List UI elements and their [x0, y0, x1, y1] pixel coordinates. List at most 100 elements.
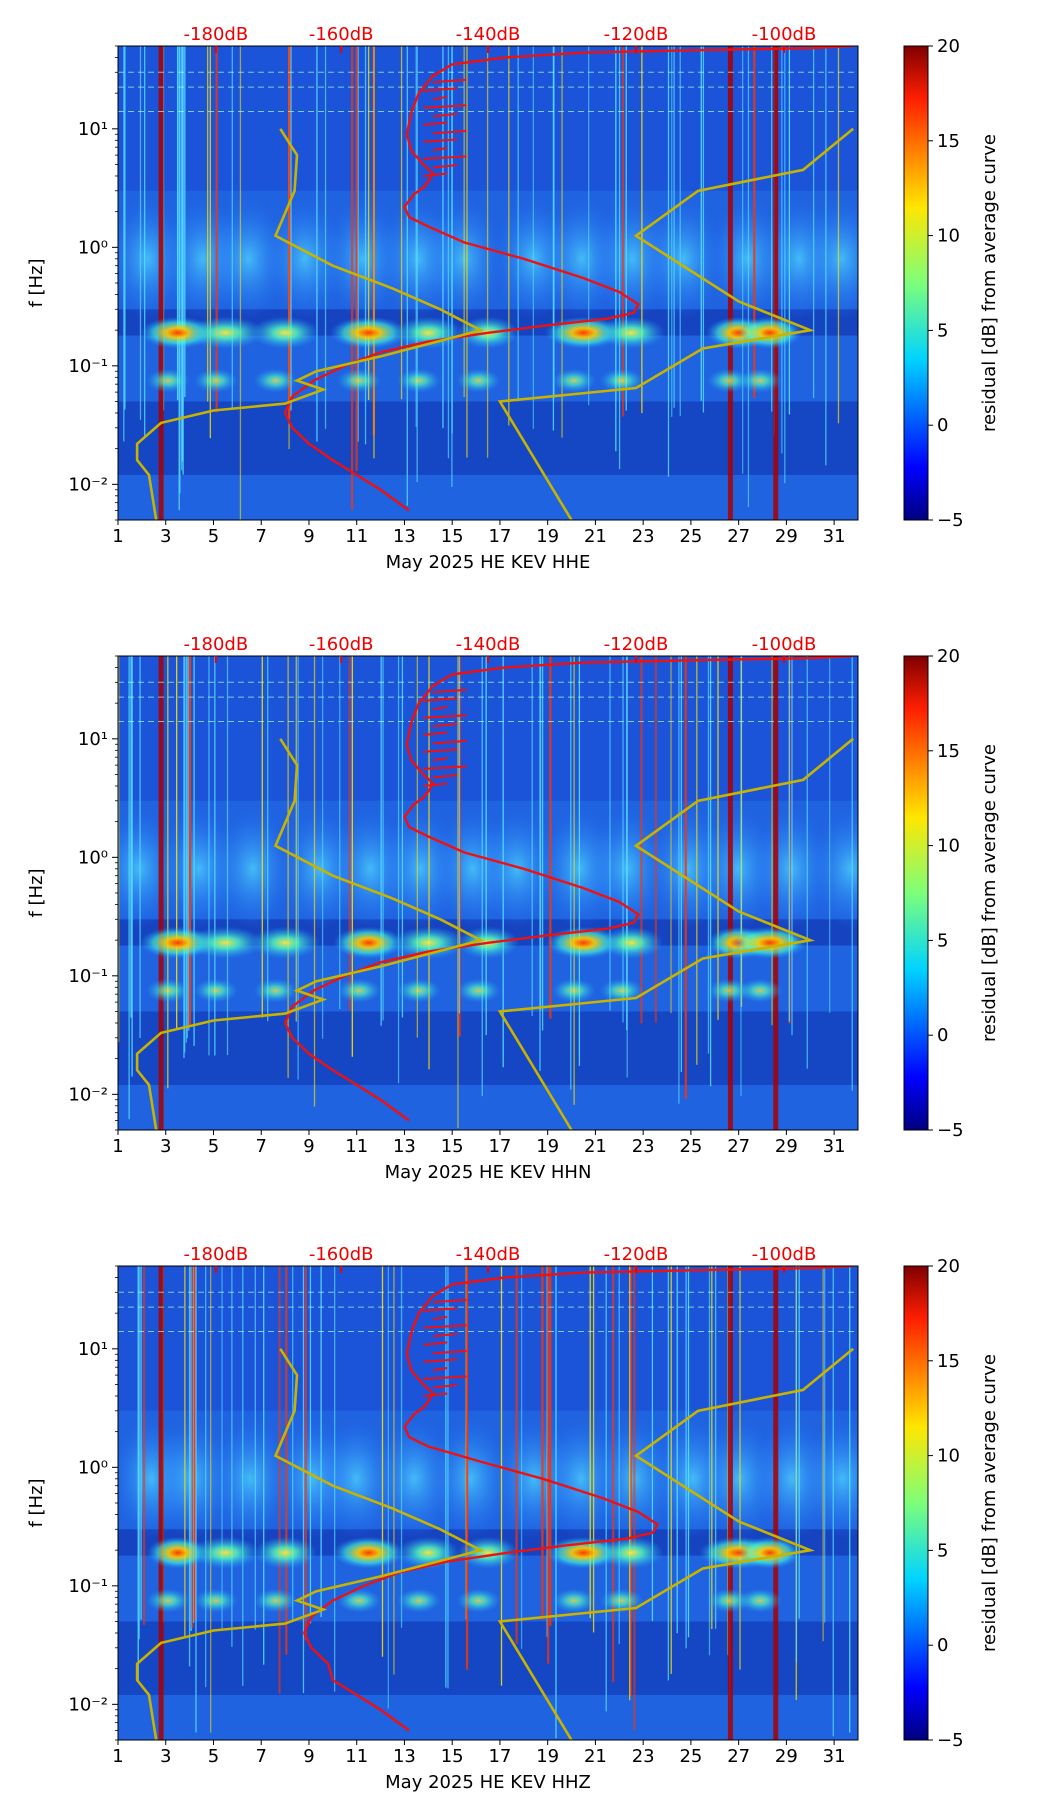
top-db-tick-label: -160dB [309, 634, 374, 655]
transient-streak [714, 1266, 717, 1629]
microseism-blob-secondary [738, 1588, 783, 1613]
colorbar-tick-label: 0 [937, 415, 948, 436]
microseism-blob-secondary [599, 978, 644, 1003]
transient-streak [685, 1266, 687, 1649]
transient-streak [708, 1266, 711, 1656]
colorbar-tick-label: 10 [937, 1446, 960, 1467]
transient-streak [167, 656, 169, 1089]
transient-streak [309, 1266, 312, 1624]
x-axis-label: May 2025 HE KEV HHE [386, 552, 591, 573]
transient-streak [178, 46, 180, 511]
transient-streak [829, 656, 831, 1013]
transient-streak [231, 1266, 233, 1647]
microseism-blob-secondary [146, 1588, 191, 1613]
low-frequency-band [118, 1011, 858, 1085]
transient-streak [739, 1266, 741, 1670]
persistent-red-column [773, 1266, 779, 1740]
x-tick-label: 3 [160, 1746, 171, 1767]
y-tick-label: 10⁻² [68, 474, 108, 495]
colorbar-tick-label: −5 [937, 1730, 964, 1751]
transient-streak [139, 46, 142, 420]
transient-streak [144, 46, 146, 439]
y-axis-label: f [Hz] [26, 1478, 47, 1527]
transient-streak [788, 46, 791, 415]
x-tick-label: 21 [584, 1746, 607, 1767]
transient-streak [463, 46, 465, 398]
x-tick-label: 19 [536, 1136, 559, 1157]
panel-hhn: 1 3 5 7 9 11 13 15 17 19 21 23 25 27 29 3110⁻²10⁻¹10⁰10… [26, 634, 1000, 1183]
microseism-blob-secondary [707, 1588, 752, 1613]
transient-streak [313, 656, 316, 1107]
transient-streak [185, 656, 188, 1043]
transient-streak [700, 46, 702, 401]
model-yellow-curve-low [135, 738, 485, 1130]
transient-streak [615, 46, 617, 452]
transient-streak [680, 656, 682, 1072]
transient-streak [406, 46, 408, 506]
transient-streak [124, 46, 126, 410]
transient-streak [822, 1266, 824, 1642]
x-tick-label: 23 [632, 526, 655, 547]
model-yellow-curve-high [497, 1347, 855, 1740]
transient-streak [351, 656, 353, 1057]
colorbar-tick-label: −5 [937, 1120, 964, 1141]
persistent-red-column [158, 656, 164, 1130]
red-curve-spikes [423, 688, 467, 787]
transient-streak [747, 46, 750, 507]
y-tick-label: 10⁰ [78, 237, 108, 258]
transient-streak [541, 1266, 544, 1620]
microseism-blob [599, 926, 663, 959]
x-axis-label: May 2025 HE KEV HHN [385, 1162, 592, 1183]
noise-model-red-curve [283, 656, 854, 1122]
persistent-red-column [158, 46, 164, 520]
transient-streak [215, 46, 218, 413]
microseism-blob-secondary [337, 368, 382, 393]
microseism-blob [250, 926, 320, 959]
top-db-tick-label: -160dB [309, 24, 374, 45]
y-tick-label: 10⁻² [68, 1694, 108, 1715]
transient-streak [334, 1266, 336, 1692]
transient-streak [287, 656, 289, 1078]
microseism-blob-secondary [193, 1588, 238, 1613]
microseism-blob-secondary [396, 368, 441, 393]
transient-streak [791, 656, 793, 1036]
x-tick-label: 17 [488, 1746, 511, 1767]
persistent-red-column [727, 46, 733, 520]
microseism-blob [391, 926, 466, 959]
spectrogram-image [118, 656, 858, 1130]
transient-streak [140, 1266, 142, 1620]
spectrogram-image [118, 1266, 858, 1740]
transient-streak [517, 46, 519, 402]
transient-streak [547, 1266, 550, 1664]
transient-streak [451, 46, 453, 434]
x-tick-label: 5 [208, 1136, 219, 1157]
transient-streak [191, 1266, 194, 1629]
transient-streak [678, 656, 680, 1104]
colorbar-label: residual [dB] from average curve [979, 1354, 1000, 1652]
transient-streak [295, 656, 297, 1022]
x-tick-label: 23 [632, 1746, 655, 1767]
transient-streak [186, 656, 188, 1039]
colorbar [903, 45, 929, 521]
transient-streak [416, 46, 418, 483]
x-tick-label: 11 [345, 1746, 368, 1767]
transient-streak [673, 46, 675, 408]
transient-streak [520, 1266, 523, 1649]
transient-streak [667, 46, 670, 477]
transient-streak [183, 656, 185, 1058]
x-tick-label: 15 [441, 1746, 464, 1767]
microseism-blob-secondary [456, 1588, 501, 1613]
microseism-blob-secondary [551, 368, 596, 393]
red-curve-spikes [423, 78, 467, 177]
transient-streak [442, 46, 444, 429]
persistent-red-column [158, 1266, 164, 1740]
transient-streak [209, 46, 211, 439]
model-yellow-curve-high [497, 127, 855, 520]
transient-streak [788, 656, 790, 1022]
microseism-blob [186, 316, 265, 349]
colorbar-tick-label: 20 [937, 1256, 960, 1277]
transient-streak [641, 46, 643, 414]
microseism-blob [332, 1536, 405, 1569]
transient-streak [179, 46, 181, 494]
transient-streak [629, 1266, 631, 1701]
